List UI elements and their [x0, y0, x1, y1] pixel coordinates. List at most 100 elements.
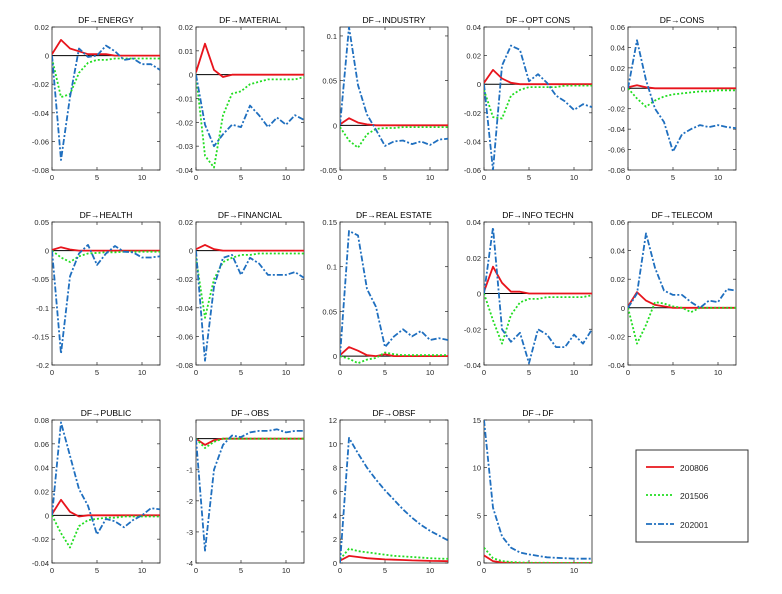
- panel-title: DF→INFO TECHN: [502, 210, 574, 220]
- xtick-label: 10: [282, 566, 290, 575]
- ytick-label: 10: [473, 464, 481, 473]
- xtick-label: 10: [570, 173, 578, 182]
- ytick-label: -0.02: [176, 275, 193, 284]
- panel-df-real-estate: DF→REAL ESTATE 0 0.05 0.1 0.15 0 5 10: [322, 210, 449, 377]
- plot-area: [484, 226, 592, 365]
- series-line-202001: [196, 250, 304, 362]
- xtick-label: 10: [426, 173, 434, 182]
- xtick-label: 5: [671, 173, 675, 182]
- series-line-202001: [628, 232, 736, 309]
- xtick-label: 5: [239, 368, 243, 377]
- series-line-201506: [484, 84, 592, 120]
- ytick-label: 2: [333, 535, 337, 544]
- series-line-201506: [628, 301, 736, 345]
- ytick-label: 12: [329, 416, 337, 425]
- ytick-label: -0.08: [176, 361, 193, 370]
- xtick-label: 10: [138, 173, 146, 182]
- ytick-label: -0.05: [32, 275, 49, 284]
- xtick-label: 0: [50, 173, 54, 182]
- panel-title: DF→ENERGY: [78, 15, 134, 25]
- ytick-label: 0: [45, 247, 49, 256]
- ytick-label: -1: [186, 466, 193, 475]
- xtick-label: 10: [282, 173, 290, 182]
- xtick-label: 0: [194, 173, 198, 182]
- series-line-202001: [52, 243, 160, 355]
- plot-area: [52, 243, 160, 355]
- xtick-label: 10: [714, 368, 722, 377]
- legend: 200806 201506 202001: [635, 449, 749, 543]
- panel-df-cons: DF→CONS -0.08 -0.06 -0.04 -0.02 0 0.02 0.04 0.06…: [608, 15, 737, 182]
- series-line-202001: [628, 39, 736, 153]
- xtick-label: 5: [239, 566, 243, 575]
- series-line-202001: [484, 420, 592, 560]
- panel-title: DF→PUBLIC: [81, 408, 132, 418]
- series-line-202001: [52, 421, 160, 536]
- ytick-label: -0.06: [608, 146, 625, 155]
- ytick-label: 0: [477, 80, 481, 89]
- ytick-label: 0.06: [34, 440, 49, 449]
- series-line-200806: [340, 346, 448, 358]
- series-line-201506: [196, 252, 304, 319]
- panel-df-df: DF→DF 0 5 10 15 0 5 10: [473, 408, 593, 575]
- series-line-202001: [196, 428, 304, 552]
- panels: DF→ENERGY -0.08 -0.06 -0.04 -0.02 0 0.02 0 5 10 DF…: [32, 15, 737, 575]
- ytick-label: 15: [473, 416, 481, 425]
- ytick-label: -0.04: [464, 361, 481, 370]
- ytick-label: 0: [621, 84, 625, 93]
- ytick-label: 0.05: [34, 218, 49, 227]
- panel-df-public: DF→PUBLIC -0.04 -0.02 0 0.02 0.04 0.06 0.08 0 5 10: [32, 408, 161, 575]
- axes-frame: [483, 26, 593, 171]
- xtick-label: 0: [482, 173, 486, 182]
- panel-title: DF→DF: [522, 408, 553, 418]
- ytick-label: 0.02: [610, 64, 625, 73]
- series-line-202001: [52, 44, 160, 161]
- xtick-label: 0: [50, 368, 54, 377]
- xtick-label: 10: [426, 368, 434, 377]
- series-line-201506: [196, 74, 304, 169]
- plot-area: [52, 421, 160, 549]
- ytick-label: -0.15: [32, 332, 49, 341]
- panel-title: DF→TELECOM: [652, 210, 713, 220]
- ytick-label: -0.05: [320, 166, 337, 175]
- ytick-label: 8: [333, 464, 337, 473]
- panel-title: DF→OPT CONS: [506, 15, 570, 25]
- ytick-label: 0: [45, 52, 49, 61]
- xtick-label: 0: [482, 368, 486, 377]
- ytick-label: 0: [477, 559, 481, 568]
- xtick-label: 10: [570, 566, 578, 575]
- ytick-label: 0.06: [610, 218, 625, 227]
- xtick-label: 0: [194, 368, 198, 377]
- xtick-label: 0: [338, 368, 342, 377]
- ytick-label: -0.02: [608, 332, 625, 341]
- series-line-201506: [628, 87, 736, 108]
- ytick-label: 0.04: [34, 464, 49, 473]
- series-line-200806: [52, 498, 160, 518]
- ytick-label: 0.04: [610, 247, 625, 256]
- series-line-200806: [196, 42, 304, 78]
- ytick-label: 0.02: [178, 23, 193, 32]
- legend-label-201506: 201506: [680, 491, 709, 501]
- panel-df-health: DF→HEALTH -0.2 -0.15 -0.1 -0.05 0 0.05 0 5 10: [32, 210, 161, 377]
- plot-area: [628, 39, 736, 153]
- series-line-202001: [484, 226, 592, 365]
- xtick-label: 5: [95, 566, 99, 575]
- panel-title: DF→CONS: [660, 15, 705, 25]
- axes-frame: [51, 26, 161, 171]
- series-line-200806: [52, 39, 160, 57]
- series-line-202001: [340, 436, 448, 563]
- panel-df-energy: DF→ENERGY -0.08 -0.06 -0.04 -0.02 0 0.02 0 5 10: [32, 15, 161, 182]
- ytick-label: 0: [621, 304, 625, 313]
- xtick-label: 10: [138, 368, 146, 377]
- ytick-label: 0.15: [322, 218, 337, 227]
- ytick-label: 0.02: [34, 488, 49, 497]
- axes-frame: [339, 221, 449, 366]
- panel-title: DF→OBS: [231, 408, 269, 418]
- ytick-label: 0.02: [178, 218, 193, 227]
- plot-area: [340, 27, 448, 149]
- plot-area: [196, 428, 304, 552]
- axes-frame: [339, 26, 449, 171]
- plot-area: [196, 243, 304, 362]
- ytick-label: 0.04: [610, 43, 625, 52]
- panel-title: DF→OBSF: [373, 408, 416, 418]
